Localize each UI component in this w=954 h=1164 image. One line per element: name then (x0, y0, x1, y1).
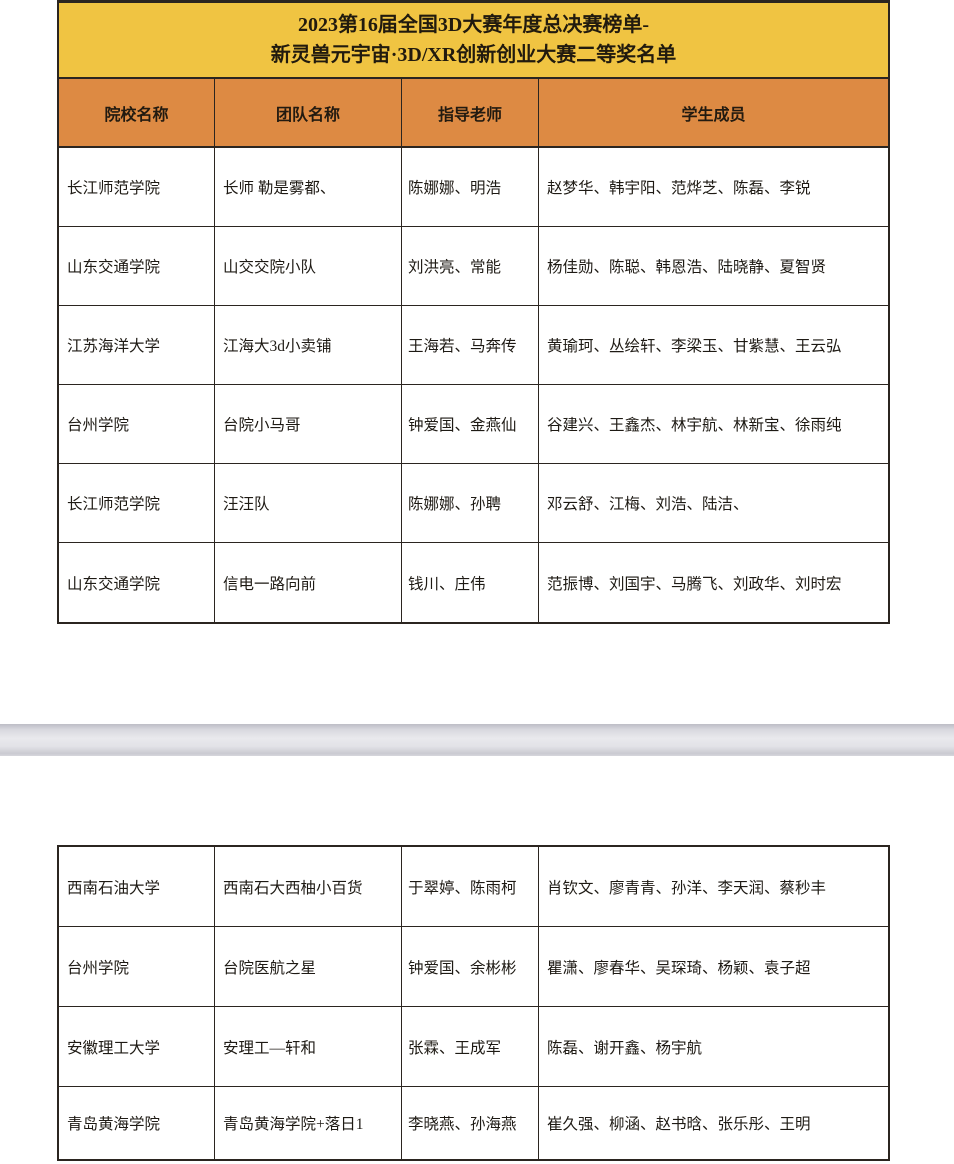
table-row: 江苏海洋大学 江海大3d小卖铺 王海若、马奔传 黄瑜珂、丛绘轩、李梁玉、甘紫慧、… (59, 306, 888, 385)
table-header-row: 院校名称 团队名称 指导老师 学生成员 (59, 79, 888, 148)
table-body-page1: 长江师范学院 长师 勒是雾都、 陈娜娜、明浩 赵梦华、韩宇阳、范烨芝、陈磊、李锐… (59, 148, 888, 622)
advisors-cell: 于翠婷、陈雨柯 (402, 847, 539, 926)
table-row: 安徽理工大学 安理工—轩和 张霖、王成军 陈磊、谢开鑫、杨宇航 (59, 1007, 888, 1087)
school-cell: 江苏海洋大学 (59, 306, 215, 384)
members-cell: 范振博、刘国宇、马腾飞、刘政华、刘时宏 (547, 575, 842, 593)
award-table-page2-continued: 西南石油大学 西南石大西柚小百货 于翠婷、陈雨柯 肖钦文、廖青青、孙洋、李天润、… (57, 845, 890, 1161)
advisors-cell: 钱川、庄伟 (402, 543, 539, 622)
table-row: 长江师范学院 长师 勒是雾都、 陈娜娜、明浩 赵梦华、韩宇阳、范烨芝、陈磊、李锐 (59, 148, 888, 227)
table-row: 山东交通学院 信电一路向前 钱川、庄伟 范振博、刘国宇、马腾飞、刘政华、刘时宏 (59, 543, 888, 622)
table-row: 山东交通学院 山交交院小队 刘洪亮、常能 杨佳勋、陈聪、韩恩浩、陆晓静、夏智贤 (59, 227, 888, 306)
members-cell: 瞿潇、廖春华、吴琛琦、杨颖、袁子超 (547, 959, 811, 977)
school-cell: 安徽理工大学 (59, 1007, 215, 1086)
team-cell: 台院小马哥 (215, 385, 402, 463)
team-cell: 西南石大西柚小百货 (215, 847, 402, 926)
team-cell: 江海大3d小卖铺 (215, 306, 402, 384)
school-cell: 台州学院 (59, 385, 215, 463)
header-team: 团队名称 (215, 79, 402, 146)
school-cell: 长江师范学院 (59, 464, 215, 542)
members-cell: 邓云舒、江梅、刘浩、陆洁、 (547, 496, 749, 513)
table-row: 西南石油大学 西南石大西柚小百货 于翠婷、陈雨柯 肖钦文、廖青青、孙洋、李天润、… (59, 847, 888, 927)
members-cell: 杨佳勋、陈聪、韩恩浩、陆晓静、夏智贤 (547, 259, 827, 276)
advisors-cell: 钟爱国、余彬彬 (402, 927, 539, 1006)
table-body-page2: 西南石油大学 西南石大西柚小百货 于翠婷、陈雨柯 肖钦文、廖青青、孙洋、李天润、… (59, 847, 888, 1159)
advisors-cell: 李晓燕、孙海燕 (402, 1087, 539, 1159)
members-cell: 谷建兴、王鑫杰、林宇航、林新宝、徐雨纯 (547, 417, 842, 434)
table-title-line2: 新灵兽元宇宙·3D/XR创新创业大赛二等奖名单 (270, 44, 677, 66)
school-cell: 山东交通学院 (59, 227, 215, 305)
team-cell: 信电一路向前 (215, 543, 402, 622)
members-cell: 肖钦文、廖青青、孙洋、李天润、蔡秒丰 (547, 879, 827, 897)
school-cell: 山东交通学院 (59, 543, 215, 622)
table-row: 台州学院 台院小马哥 钟爱国、金燕仙 谷建兴、王鑫杰、林宇航、林新宝、徐雨纯 (59, 385, 888, 464)
advisors-cell: 钟爱国、金燕仙 (402, 385, 539, 463)
advisors-cell: 刘洪亮、常能 (402, 227, 539, 305)
table-title: 2023第16届全国3D大赛年度总决赛榜单- 新灵兽元宇宙·3D/XR创新创业大… (59, 3, 888, 79)
team-cell: 山交交院小队 (215, 227, 402, 305)
award-table-page1: 2023第16届全国3D大赛年度总决赛榜单- 新灵兽元宇宙·3D/XR创新创业大… (57, 0, 890, 624)
table-row: 长江师范学院 汪汪队 陈娜娜、孙聘 邓云舒、江梅、刘浩、陆洁、 (59, 464, 888, 543)
members-cell: 黄瑜珂、丛绘轩、李梁玉、甘紫慧、王云弘 (547, 338, 842, 355)
school-cell: 台州学院 (59, 927, 215, 1006)
members-cell: 崔久强、柳涵、赵书晗、张乐彤、王明 (547, 1116, 811, 1133)
header-school: 院校名称 (59, 79, 215, 146)
team-cell: 长师 勒是雾都、 (215, 148, 402, 226)
advisors-cell: 王海若、马奔传 (402, 306, 539, 384)
page-separator (0, 724, 954, 756)
team-cell: 台院医航之星 (215, 927, 402, 1006)
team-cell: 青岛黄海学院+落日1 (215, 1087, 402, 1159)
advisors-cell: 陈娜娜、明浩 (402, 148, 539, 226)
header-advisors: 指导老师 (402, 79, 539, 146)
team-cell: 安理工—轩和 (215, 1007, 402, 1086)
members-cell: 陈磊、谢开鑫、杨宇航 (547, 1039, 703, 1057)
advisors-cell: 张霖、王成军 (402, 1007, 539, 1086)
table-title-line1: 2023第16届全国3D大赛年度总决赛榜单- (297, 14, 650, 36)
advisors-cell: 陈娜娜、孙聘 (402, 464, 539, 542)
table-row: 台州学院 台院医航之星 钟爱国、余彬彬 瞿潇、廖春华、吴琛琦、杨颖、袁子超 (59, 927, 888, 1007)
school-cell: 西南石油大学 (59, 847, 215, 926)
school-cell: 长江师范学院 (59, 148, 215, 226)
header-members: 学生成员 (681, 106, 746, 124)
table-row: 青岛黄海学院 青岛黄海学院+落日1 李晓燕、孙海燕 崔久强、柳涵、赵书晗、张乐彤… (59, 1087, 888, 1159)
school-cell: 青岛黄海学院 (59, 1087, 215, 1159)
team-cell: 汪汪队 (215, 464, 402, 542)
members-cell: 赵梦华、韩宇阳、范烨芝、陈磊、李锐 (547, 180, 811, 197)
